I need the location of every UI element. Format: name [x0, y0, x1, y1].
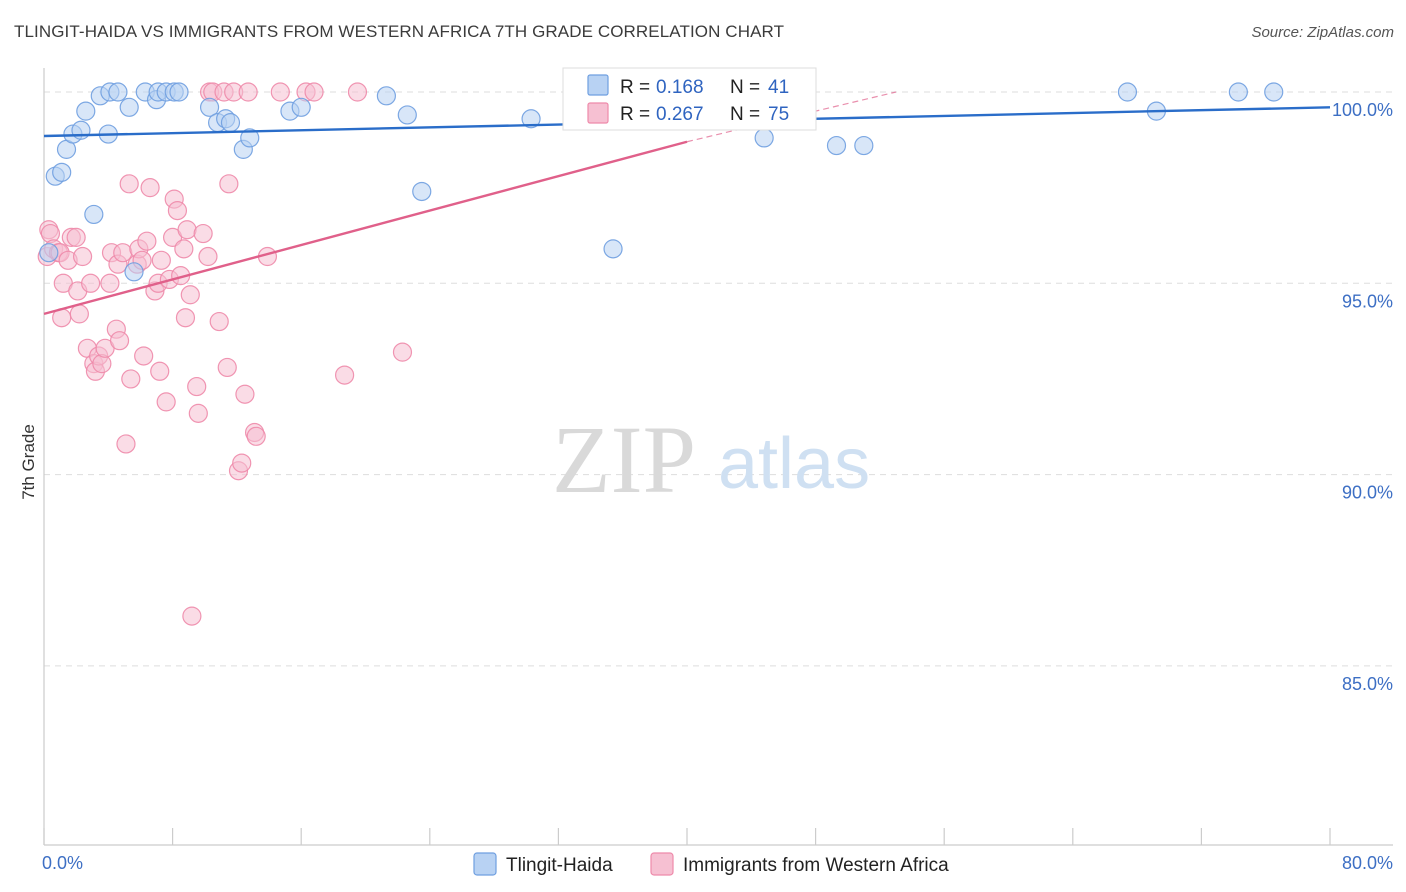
tlingit-point-6 [84, 204, 104, 225]
legend-r-value-2: 0.267 [656, 104, 704, 125]
tlingit-point-40 [39, 243, 59, 263]
immigrants-point-73 [347, 82, 368, 102]
tlingit-point-35 [854, 135, 874, 156]
watermark-zip: ZIP [552, 406, 696, 513]
tlingit-point-38 [1228, 82, 1248, 102]
immigrants-point-34 [137, 231, 157, 251]
immigrants-point-46 [174, 239, 194, 259]
immigrants-point-71 [304, 82, 324, 102]
bottom-legend-swatch-tlingit [473, 852, 497, 876]
immigrants-point-38 [150, 361, 170, 381]
y-tick-label-2: 95.0% [1342, 291, 1393, 311]
series-legend: Tlingit-Haida Immigrants from Western Af… [473, 852, 949, 876]
immigrants-point-54 [198, 246, 218, 267]
legend-r-value-1: 0.168 [656, 77, 704, 98]
immigrants-point-52 [188, 403, 208, 423]
chart-title: TLINGIT-HAIDA VS IMMIGRANTS FROM WESTERN… [14, 22, 785, 41]
tlingit-point-22 [220, 113, 241, 133]
legend-r-label-2: R = [620, 104, 650, 125]
watermark: ZIP atlas [552, 406, 870, 513]
series-immigrants-points [37, 82, 413, 626]
immigrants-point-29 [121, 369, 141, 389]
trendline-immigrants-extension [686, 91, 897, 143]
x-tick-label-1: 80.0% [1342, 853, 1393, 873]
immigrants-point-74 [392, 342, 413, 362]
immigrants-point-26 [113, 243, 133, 263]
y-tick-label-0: 85.0% [1342, 674, 1393, 694]
immigrants-point-12 [69, 304, 89, 324]
source-label: Source: ZipAtlas.com [1251, 24, 1394, 41]
immigrants-point-39 [151, 250, 171, 270]
tlingit-point-5 [76, 101, 96, 121]
immigrants-point-51 [187, 376, 207, 397]
tlingit-point-1 [52, 162, 72, 182]
tlingit-point-4 [71, 120, 91, 140]
immigrants-point-57 [209, 311, 229, 332]
immigrants-point-72 [335, 365, 355, 385]
immigrants-point-48 [177, 220, 197, 240]
immigrants-point-15 [81, 273, 101, 293]
tlingit-point-30 [521, 109, 541, 129]
stats-legend: R = 0.168 N = 41 R = 0.267 N = 75 [562, 67, 817, 131]
tlingit-point-10 [108, 82, 128, 102]
tlingit-point-31 [603, 239, 623, 259]
tlingit-point-24 [240, 128, 260, 148]
tlingit-point-39 [1264, 82, 1284, 102]
tlingit-point-36 [1117, 82, 1138, 102]
immigrants-point-21 [100, 273, 120, 293]
immigrants-point-40 [156, 392, 176, 412]
gridlines [44, 91, 1393, 667]
immigrants-point-33 [134, 346, 154, 366]
immigrants-point-69 [270, 82, 290, 102]
legend-swatch-tlingit [587, 74, 609, 96]
y-axis-label: 7th Grade [19, 424, 38, 500]
bottom-legend-label-tlingit: Tlingit-Haida [506, 855, 613, 876]
immigrants-point-60 [219, 174, 239, 194]
y-tick-label-3: 100.0% [1332, 100, 1393, 120]
immigrants-point-63 [232, 453, 252, 473]
y-tick-label-1: 90.0% [1342, 483, 1393, 503]
immigrants-point-59 [217, 357, 237, 378]
legend-n-value-1: 41 [768, 77, 789, 98]
immigrants-point-13 [72, 246, 93, 267]
legend-r-label-1: R = [620, 77, 650, 98]
immigrants-point-65 [238, 82, 258, 102]
immigrants-point-35 [140, 178, 160, 198]
legend-n-label-1: N = [730, 77, 760, 98]
immigrants-point-28 [119, 174, 139, 194]
immigrants-point-25 [109, 331, 130, 351]
immigrants-point-27 [116, 434, 136, 454]
immigrants-point-64 [235, 384, 255, 404]
legend-swatch-immigrants [587, 102, 609, 124]
tlingit-point-12 [124, 262, 144, 282]
tlingit-point-27 [376, 86, 396, 106]
immigrants-point-67 [246, 426, 266, 446]
legend-n-value-2: 75 [768, 104, 789, 125]
series-tlingit-points [39, 82, 1284, 282]
axes [43, 68, 1393, 846]
immigrants-point-49 [180, 285, 200, 305]
legend-n-label-2: N = [730, 104, 760, 125]
x-tick-labels: 0.0% 80.0% [42, 853, 1393, 873]
immigrants-point-10 [66, 227, 86, 247]
trendline-immigrants [43, 140, 688, 316]
watermark-atlas: atlas [718, 424, 870, 504]
tlingit-point-11 [119, 97, 139, 117]
bottom-legend-label-immigrants: Immigrants from Western Africa [683, 855, 949, 876]
tlingit-point-33 [754, 128, 774, 148]
tlingit-point-26 [291, 97, 311, 117]
y-tick-labels: 85.0% 90.0% 95.0% 100.0% [1332, 100, 1393, 694]
tlingit-point-28 [397, 105, 417, 125]
tlingit-point-34 [826, 135, 847, 156]
tlingit-point-29 [412, 181, 432, 202]
tlingit-point-19 [199, 97, 220, 117]
bottom-legend-swatch-immigrants [650, 852, 674, 876]
immigrants-point-50 [182, 606, 202, 626]
tlingit-point-18 [169, 82, 189, 102]
immigrants-point-47 [175, 308, 196, 328]
immigrants-point-44 [167, 200, 188, 221]
immigrants-point-53 [193, 223, 213, 244]
x-tick-label-0: 0.0% [42, 853, 83, 873]
